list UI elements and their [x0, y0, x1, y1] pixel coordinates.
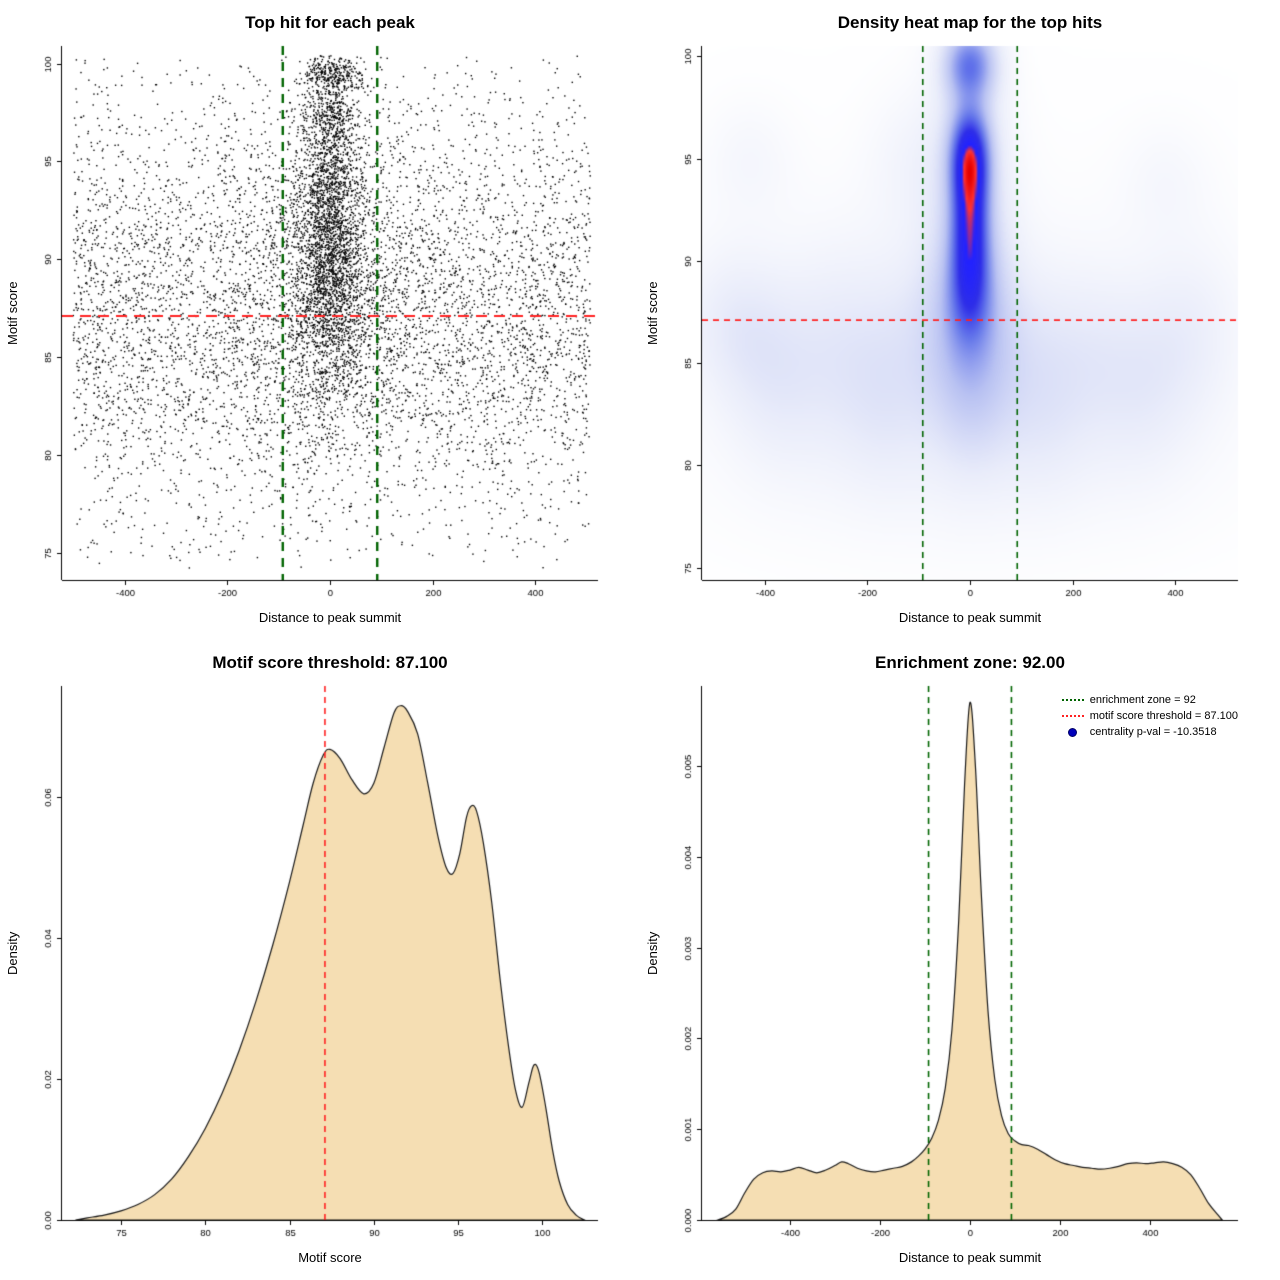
distance-density-y-axis-label: Density [645, 931, 660, 975]
scatter-canvas [0, 0, 640, 640]
distance-density-x-axis-label: Distance to peak summit [898, 1250, 1042, 1265]
legend-label-centrality-pval: centrality p-val = -10.3518 [1089, 726, 1217, 738]
heatmap-y-axis-label: Motif score [645, 281, 660, 345]
heatmap-canvas [640, 0, 1280, 640]
red-dotted-line-icon [1061, 715, 1084, 717]
heatmap-x-axis-label: Distance to peak summit [898, 610, 1042, 625]
motif-score-density-x-axis-label: Motif score [298, 1250, 362, 1265]
motif-score-density-panel: Motif score threshold: 87.100 Density Mo… [0, 640, 640, 1280]
scatter-y-axis-label: Motif score [5, 281, 20, 345]
legend-label-motif-threshold: motif score threshold = 87.100 [1089, 710, 1238, 722]
legend-item-motif-threshold: motif score threshold = 87.100 [1061, 708, 1238, 724]
distance-density-canvas [640, 640, 1280, 1280]
blue-dot-icon [1062, 727, 1084, 737]
motif-score-density-y-axis-label: Density [5, 931, 20, 975]
legend: enrichment zone = 92 motif score thresho… [1061, 692, 1238, 740]
heatmap-panel: Density heat map for the top hits Motif … [640, 0, 1280, 640]
distance-density-title: Enrichment zone: 92.00 [875, 653, 1065, 672]
green-dotted-line-icon [1061, 699, 1084, 701]
motif-score-density-title: Motif score threshold: 87.100 [212, 653, 448, 672]
legend-item-enrichment-zone: enrichment zone = 92 [1061, 692, 1238, 708]
scatter-panel: Top hit for each peak Motif score Distan… [0, 0, 640, 640]
distance-density-panel: Enrichment zone: 92.00 Density Distance … [640, 640, 1280, 1280]
scatter-x-axis-label: Distance to peak summit [258, 610, 402, 625]
legend-item-centrality-pval: centrality p-val = -10.3518 [1062, 724, 1238, 740]
legend-label-enrichment-zone: enrichment zone = 92 [1089, 694, 1196, 706]
scatter-title: Top hit for each peak [245, 13, 415, 32]
heatmap-title: Density heat map for the top hits [837, 13, 1103, 32]
motif-score-density-canvas [0, 640, 640, 1280]
